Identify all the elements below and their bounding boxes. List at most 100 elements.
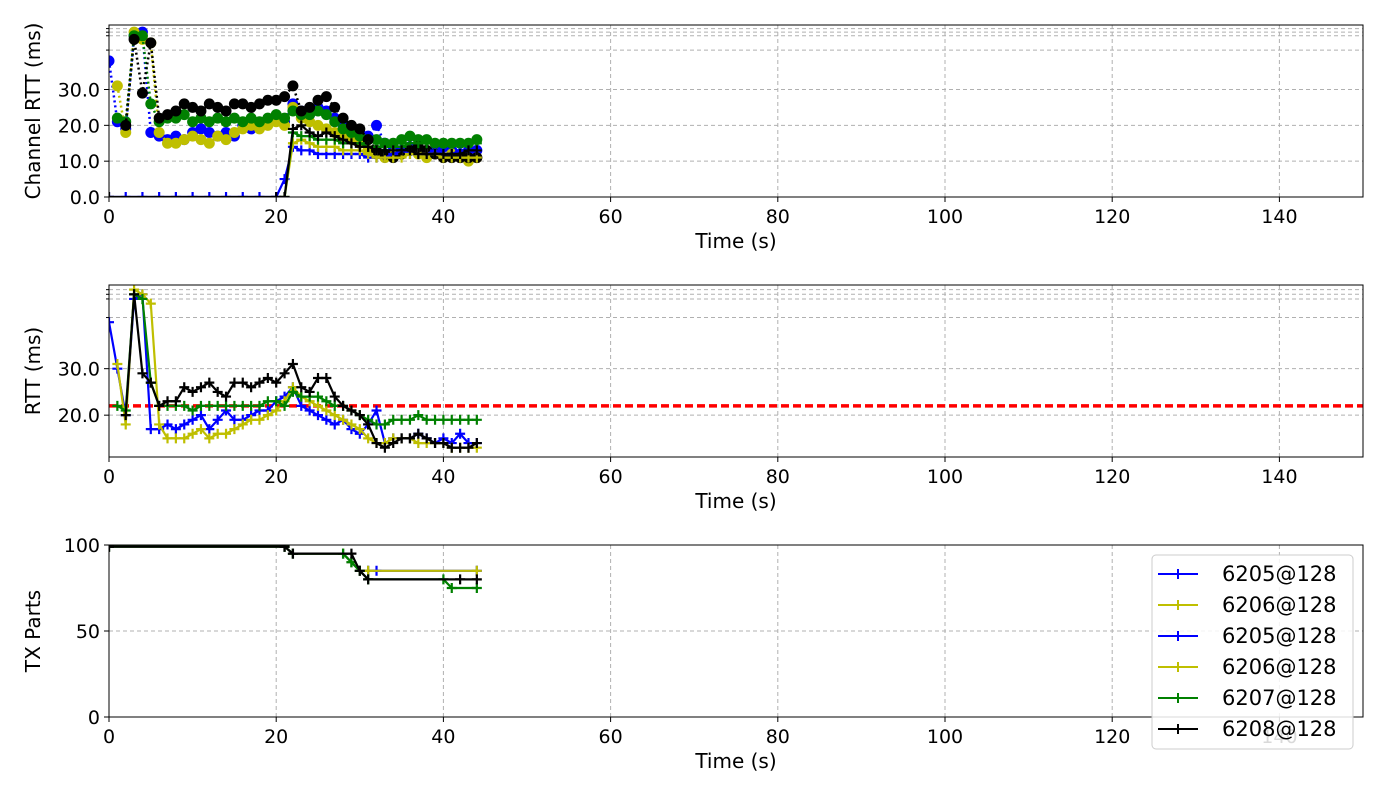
data-point bbox=[254, 400, 265, 411]
data-point bbox=[371, 119, 383, 131]
data-point bbox=[162, 109, 174, 121]
data-point bbox=[245, 101, 257, 113]
data-point bbox=[363, 433, 374, 444]
data-point bbox=[312, 119, 324, 131]
data-point bbox=[329, 400, 340, 411]
data-point bbox=[245, 112, 257, 124]
legend-box bbox=[1151, 554, 1354, 750]
data-point bbox=[346, 138, 357, 149]
data-point bbox=[287, 386, 298, 397]
data-point bbox=[296, 145, 307, 156]
data-point bbox=[279, 192, 290, 197]
data-point bbox=[203, 116, 215, 128]
data-point bbox=[296, 391, 307, 402]
data-point bbox=[337, 123, 349, 135]
data-point bbox=[170, 396, 181, 407]
x-tick-label: 0 bbox=[103, 206, 115, 228]
data-point bbox=[329, 419, 340, 430]
data-point bbox=[313, 131, 323, 142]
data-point bbox=[137, 192, 148, 197]
data-point bbox=[438, 149, 449, 159]
x-tick-label: 100 bbox=[927, 726, 963, 748]
data-point bbox=[187, 428, 198, 439]
data-point bbox=[212, 414, 223, 425]
axes-frame bbox=[108, 284, 1364, 458]
x-tick-label: 60 bbox=[599, 726, 623, 748]
data-point bbox=[220, 134, 232, 146]
data-point bbox=[162, 419, 173, 430]
data-point bbox=[204, 400, 215, 411]
legend-label: 6206@128 bbox=[1222, 655, 1337, 679]
legend-marker bbox=[1173, 724, 1183, 734]
data-point bbox=[421, 433, 432, 444]
data-point bbox=[404, 145, 415, 156]
data-point bbox=[287, 105, 299, 117]
data-point bbox=[254, 414, 265, 425]
legend-marker bbox=[1173, 600, 1183, 610]
data-point bbox=[321, 372, 332, 383]
y-axis-label: TX Parts bbox=[21, 590, 45, 673]
data-point bbox=[262, 410, 273, 421]
data-point bbox=[346, 419, 357, 430]
data-point bbox=[195, 123, 207, 135]
data-point bbox=[345, 119, 357, 131]
data-point bbox=[320, 91, 332, 103]
legend-marker bbox=[1173, 662, 1183, 672]
legend-marker bbox=[1173, 569, 1183, 579]
legend: 6205@128 6206@128 6205@128 6206@128 6207@128… bbox=[1151, 554, 1354, 750]
y-tick-label: 10.0 bbox=[58, 151, 100, 173]
data-point bbox=[212, 386, 223, 397]
data-point bbox=[162, 396, 173, 407]
data-point bbox=[195, 400, 206, 411]
data-point bbox=[279, 400, 290, 411]
data-point bbox=[203, 127, 215, 138]
x-tick-label: 100 bbox=[927, 466, 963, 488]
data-point bbox=[455, 442, 466, 453]
data-point bbox=[120, 419, 131, 430]
data-point bbox=[237, 377, 248, 388]
data-point bbox=[430, 138, 441, 149]
data-point bbox=[421, 149, 432, 159]
data-point bbox=[371, 145, 382, 156]
data-point bbox=[329, 131, 340, 142]
y-tick-label: 100 bbox=[64, 535, 100, 557]
data-point bbox=[363, 565, 374, 576]
data-point bbox=[212, 101, 224, 113]
data-point bbox=[279, 91, 291, 103]
data-point bbox=[178, 134, 190, 146]
data-point bbox=[237, 419, 248, 430]
data-point bbox=[463, 442, 474, 453]
data-point bbox=[270, 109, 282, 121]
data-point bbox=[212, 130, 224, 142]
data-point bbox=[354, 123, 366, 135]
data-point bbox=[170, 192, 181, 197]
data-point bbox=[338, 134, 349, 145]
series-group bbox=[109, 545, 482, 593]
x-tick-label: 40 bbox=[431, 466, 455, 488]
chart-panel-3: 020406080100120140050100Time (s)TX Parts… bbox=[21, 535, 1364, 773]
data-point bbox=[112, 359, 123, 370]
data-point bbox=[471, 414, 482, 425]
data-point bbox=[413, 428, 424, 439]
data-point bbox=[396, 134, 408, 146]
data-point bbox=[396, 433, 407, 444]
data-point bbox=[421, 138, 432, 149]
data-point bbox=[338, 400, 349, 411]
data-point bbox=[187, 130, 199, 142]
data-point bbox=[195, 134, 207, 146]
data-point bbox=[179, 400, 190, 411]
data-point bbox=[145, 37, 157, 49]
data-point bbox=[279, 368, 290, 379]
data-point bbox=[296, 131, 307, 142]
data-point bbox=[178, 109, 190, 121]
axes-frame bbox=[108, 24, 1364, 198]
x-tick-label: 20 bbox=[264, 466, 288, 488]
chart-panel-2: 0 20 40 60 80 100 120 140 20.0 30.0 Time (s) RTT (m… bbox=[21, 284, 1364, 513]
x-tick-label: 120 bbox=[1094, 466, 1130, 488]
data-point bbox=[379, 442, 390, 453]
data-point bbox=[321, 405, 332, 416]
data-point bbox=[371, 438, 382, 449]
data-point bbox=[379, 419, 390, 430]
data-point bbox=[253, 98, 265, 110]
data-point bbox=[313, 391, 323, 402]
